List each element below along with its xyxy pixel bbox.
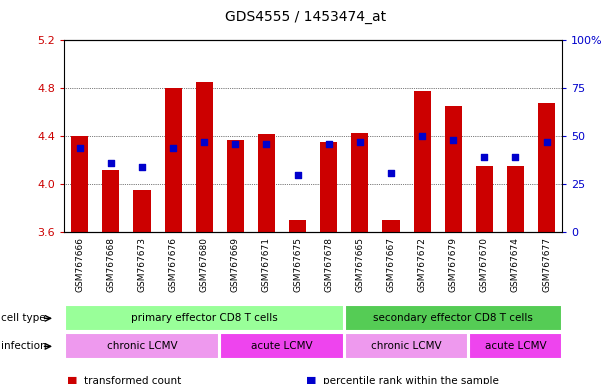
Bar xyxy=(507,166,524,232)
Text: chronic LCMV: chronic LCMV xyxy=(107,341,177,351)
Point xyxy=(542,139,552,145)
Text: ■: ■ xyxy=(306,376,316,384)
Point xyxy=(199,139,209,145)
Point xyxy=(355,139,365,145)
Point xyxy=(262,141,271,147)
Bar xyxy=(351,133,368,232)
Text: acute LCMV: acute LCMV xyxy=(485,341,546,351)
Point xyxy=(168,145,178,151)
Bar xyxy=(164,88,181,232)
Point xyxy=(480,154,489,161)
Bar xyxy=(102,170,119,232)
Bar xyxy=(289,220,306,232)
Text: ■: ■ xyxy=(67,376,78,384)
Bar xyxy=(414,91,431,232)
Bar xyxy=(227,140,244,232)
Text: percentile rank within the sample: percentile rank within the sample xyxy=(323,376,499,384)
Text: acute LCMV: acute LCMV xyxy=(251,341,313,351)
Point xyxy=(137,164,147,170)
Bar xyxy=(196,82,213,232)
Text: primary effector CD8 T cells: primary effector CD8 T cells xyxy=(131,313,277,323)
Text: cell type: cell type xyxy=(1,313,46,323)
Bar xyxy=(133,190,150,232)
Point xyxy=(230,141,240,147)
Point xyxy=(324,141,334,147)
Point xyxy=(106,160,115,166)
Bar xyxy=(445,106,462,232)
Point xyxy=(386,170,396,176)
Point xyxy=(417,133,427,139)
Bar xyxy=(258,134,275,232)
Bar xyxy=(71,136,88,232)
Bar xyxy=(382,220,400,232)
Text: infection: infection xyxy=(1,341,47,351)
Text: transformed count: transformed count xyxy=(84,376,181,384)
Point xyxy=(511,154,521,161)
Text: secondary effector CD8 T cells: secondary effector CD8 T cells xyxy=(373,313,533,323)
Point xyxy=(293,172,302,178)
Bar xyxy=(320,142,337,232)
Point xyxy=(75,145,84,151)
Text: GDS4555 / 1453474_at: GDS4555 / 1453474_at xyxy=(225,10,386,23)
Bar xyxy=(476,166,493,232)
Point xyxy=(448,137,458,143)
Bar xyxy=(538,103,555,232)
Text: chronic LCMV: chronic LCMV xyxy=(371,341,442,351)
